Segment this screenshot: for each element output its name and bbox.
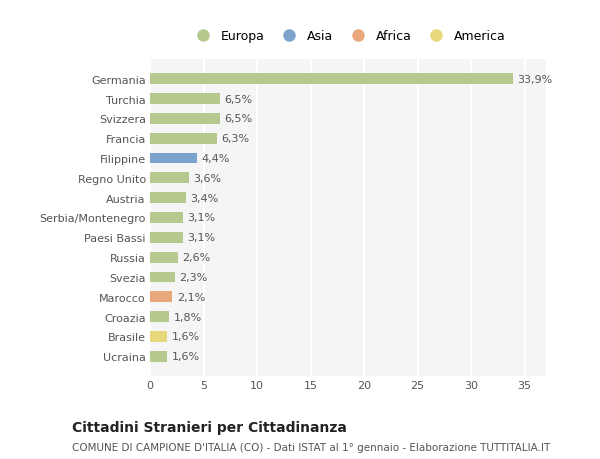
- Bar: [150, 312, 169, 322]
- Text: 1,8%: 1,8%: [173, 312, 202, 322]
- Bar: [150, 94, 220, 105]
- Text: 2,6%: 2,6%: [182, 252, 211, 263]
- Text: 4,4%: 4,4%: [202, 154, 230, 164]
- Text: Cittadini Stranieri per Cittadinanza: Cittadini Stranieri per Cittadinanza: [72, 420, 347, 434]
- Text: 6,3%: 6,3%: [222, 134, 250, 144]
- Text: 3,1%: 3,1%: [187, 233, 215, 243]
- Text: 6,5%: 6,5%: [224, 114, 252, 124]
- Text: 3,1%: 3,1%: [187, 213, 215, 223]
- Bar: [150, 272, 175, 283]
- Legend: Europa, Asia, Africa, America: Europa, Asia, Africa, America: [188, 28, 508, 46]
- Bar: [150, 173, 188, 184]
- Text: 1,6%: 1,6%: [172, 332, 200, 342]
- Text: 6,5%: 6,5%: [224, 94, 252, 104]
- Bar: [150, 232, 183, 243]
- Text: 2,3%: 2,3%: [179, 272, 207, 282]
- Bar: [150, 74, 513, 85]
- Bar: [150, 134, 217, 144]
- Text: 1,6%: 1,6%: [172, 352, 200, 362]
- Text: 3,4%: 3,4%: [191, 193, 219, 203]
- Bar: [150, 114, 220, 124]
- Text: COMUNE DI CAMPIONE D'ITALIA (CO) - Dati ISTAT al 1° gennaio - Elaborazione TUTTI: COMUNE DI CAMPIONE D'ITALIA (CO) - Dati …: [72, 442, 550, 452]
- Bar: [150, 331, 167, 342]
- Text: 33,9%: 33,9%: [517, 74, 553, 84]
- Bar: [150, 292, 172, 302]
- Bar: [150, 351, 167, 362]
- Bar: [150, 193, 187, 204]
- Bar: [150, 252, 178, 263]
- Bar: [150, 153, 197, 164]
- Bar: [150, 213, 183, 224]
- Text: 2,1%: 2,1%: [177, 292, 205, 302]
- Text: 3,6%: 3,6%: [193, 174, 221, 184]
